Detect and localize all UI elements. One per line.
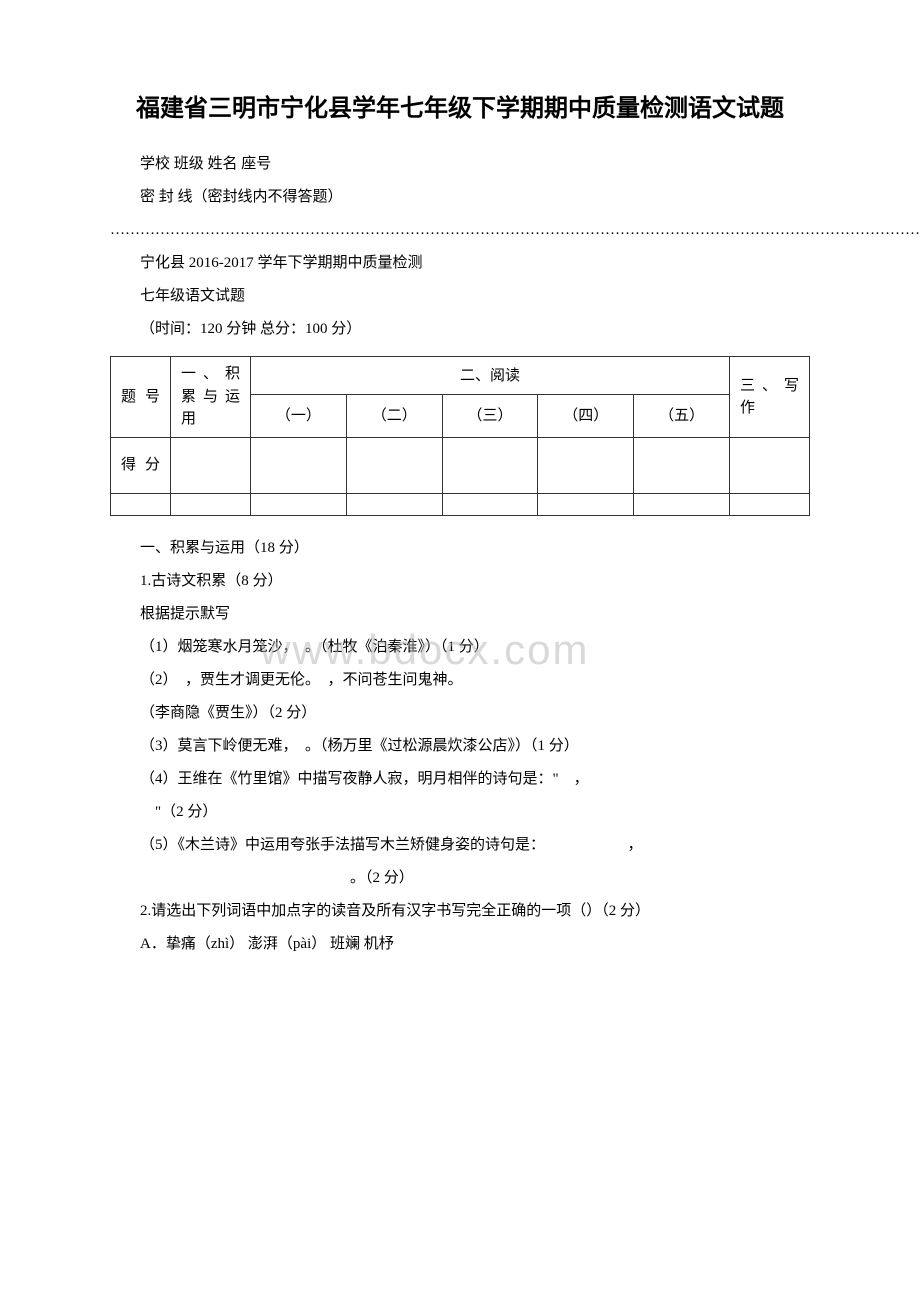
table-cell [346, 493, 442, 515]
table-reading-col-1: （一） [251, 395, 347, 438]
table-cell [730, 437, 810, 493]
q1-5b: 。（2 分） [110, 862, 810, 895]
q2-a: A．挚痛（zhì） 澎湃（pài） 班斓 机杼 [110, 928, 810, 961]
table-reading-col-5: （五） [634, 395, 730, 438]
table-reading-header: 二、阅读 [251, 357, 730, 395]
table-row-label-1: 题号 [111, 357, 171, 438]
table-cell [442, 493, 538, 515]
section-1-title: 一、积累与运用（18 分） [110, 532, 810, 565]
table-cell [538, 437, 634, 493]
seal-line: 密 封 线（密封线内不得答题） [110, 181, 810, 214]
q1-4a: （4）王维在《竹里馆》中描写夜静人寂，明月相伴的诗句是：" ， [110, 763, 810, 796]
table-reading-col-4: （四） [538, 395, 634, 438]
table-cell [346, 437, 442, 493]
table-cell [111, 493, 171, 515]
q1-5a: （5）《木兰诗》中运用夸张手法描写木兰矫健身姿的诗句是： ， [110, 829, 810, 862]
q1-4b: "（2 分） [110, 796, 810, 829]
header-fields: 学校 班级 姓名 座号 [110, 148, 810, 181]
q2: 2.请选出下列词语中加点字的读音及所有汉字书写完全正确的一项（）（2 分） [110, 895, 810, 928]
table-cell [634, 437, 730, 493]
q1-1: （1）烟笼寒水月笼沙， 。（杜牧《泊秦淮》）（1 分） [110, 631, 810, 664]
document-title: 福建省三明市宁化县学年七年级下学期期中质量检测语文试题 [110, 90, 810, 128]
table-cell [442, 437, 538, 493]
q1-2b: （李商隐《贾生》）（2 分） [110, 697, 810, 730]
table-cell [171, 493, 251, 515]
q1-3: （3）莫言下岭便无难， 。（杨万里《过松源晨炊漆公店》）（1 分） [110, 730, 810, 763]
table-col-1: 一、积累与运用 [171, 357, 251, 438]
table-cell [171, 437, 251, 493]
table-cell [730, 493, 810, 515]
exam-county: 宁化县 2016-2017 学年下学期期中质量检测 [110, 247, 810, 280]
table-col-3: 三、写作 [730, 357, 810, 438]
table-cell [251, 437, 347, 493]
exam-time-score: （时间：120 分钟 总分：100 分） [110, 313, 810, 346]
table-reading-col-3: （三） [442, 395, 538, 438]
q1-title: 1.古诗文积累（8 分） [110, 565, 810, 598]
q1-prompt: 根据提示默写 [110, 598, 810, 631]
q1-2a: （2） ，贾生才调更无伦。 ，不问苍生问鬼神。 [110, 664, 810, 697]
dotted-line: …………………………………………………………………………………………………………… [110, 214, 810, 247]
table-reading-col-2: （二） [346, 395, 442, 438]
table-cell [538, 493, 634, 515]
score-table: 题号 一、积累与运用 二、阅读 三、写作 （一） （二） （三） （四） （五）… [110, 356, 810, 516]
table-cell [634, 493, 730, 515]
table-cell [251, 493, 347, 515]
exam-subject: 七年级语文试题 [110, 280, 810, 313]
table-row-label-2: 得分 [111, 437, 171, 493]
